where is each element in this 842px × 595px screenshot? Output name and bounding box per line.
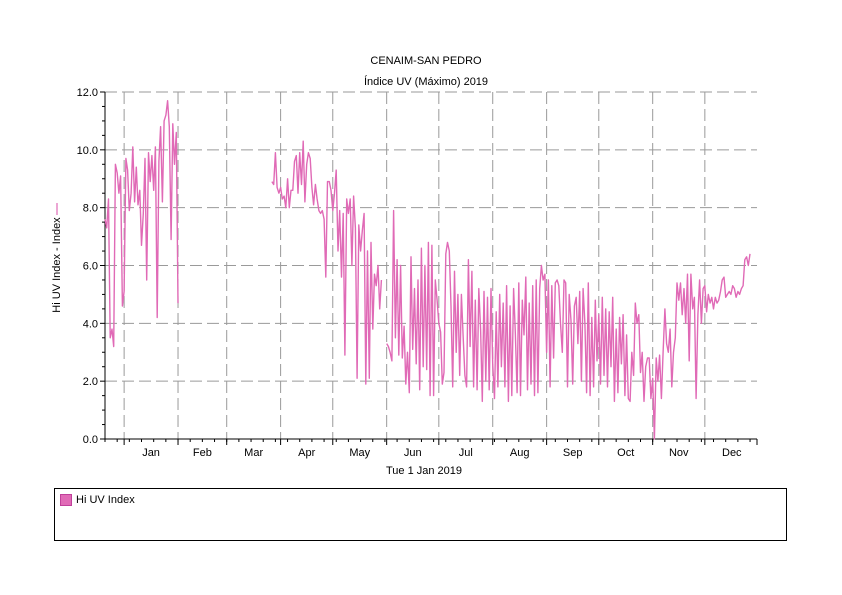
x-tick-label: May xyxy=(349,447,370,459)
series-line-segment xyxy=(386,209,751,440)
series-layer xyxy=(104,99,751,440)
y-tick-label: 6.0 xyxy=(83,261,98,273)
x-tick-label: Oct xyxy=(617,447,634,459)
x-tick-label: Apr xyxy=(298,447,315,459)
axes xyxy=(100,91,758,445)
tick-labels: 0.0 2.0 4.0 6.0 8.0 10.0 12.0 Jan Feb Mar Apr May Ju… xyxy=(77,87,742,459)
y-tick-label: 8.0 xyxy=(83,203,98,215)
x-tick-label: Feb xyxy=(193,447,212,459)
series-line-segment xyxy=(271,140,383,385)
x-tick-label: Jul xyxy=(459,447,473,459)
y-tick-label: 10.0 xyxy=(77,145,98,157)
x-tick-label: Dec xyxy=(722,447,742,459)
y-tick-label: 12.0 xyxy=(77,87,98,99)
x-tick-label: Sep xyxy=(563,447,583,459)
legend-item-hi-uv-index: Hi UV Index xyxy=(60,494,135,506)
legend: Hi UV Index xyxy=(54,488,787,541)
y-tick-label: 4.0 xyxy=(83,318,98,330)
x-tick-label: Nov xyxy=(669,447,689,459)
y-tick-label: 0.0 xyxy=(83,434,98,446)
x-tick-label: Jun xyxy=(404,447,422,459)
x-tick-label: Jan xyxy=(142,447,160,459)
y-tick-label: 2.0 xyxy=(83,376,98,388)
x-axis-label: Tue 1 Jan 2019 xyxy=(386,465,462,477)
x-tick-label: Mar xyxy=(244,447,263,459)
chart-subtitle: Índice UV (Máximo) 2019 xyxy=(364,75,488,88)
chart-title: CENAIM-SAN PEDRO xyxy=(370,55,482,67)
legend-label: Hi UV Index xyxy=(76,494,135,506)
legend-swatch xyxy=(60,494,72,506)
x-tick-label: Aug xyxy=(510,447,530,459)
y-axis-label: Hi UV Index - Index xyxy=(51,217,63,313)
series-line-segment xyxy=(104,99,179,348)
